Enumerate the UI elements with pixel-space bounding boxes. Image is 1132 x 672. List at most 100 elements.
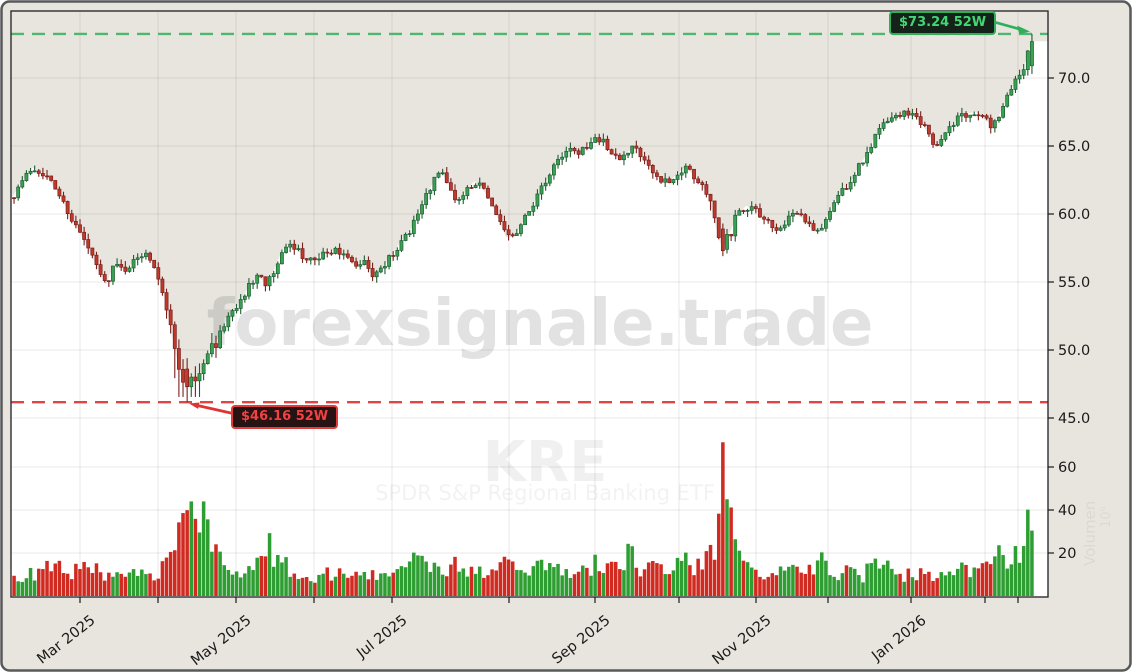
candle-body [894, 115, 898, 119]
volume-bar [898, 573, 902, 596]
candle-body [312, 257, 317, 261]
volume-bar [61, 573, 66, 596]
candle-body [638, 147, 643, 158]
candle-body [791, 212, 795, 217]
candle-body [69, 213, 74, 222]
price-tick-label: 55.0 [1058, 275, 1090, 291]
candle-body [753, 206, 758, 209]
candle-body [226, 315, 231, 328]
volume-bar [1030, 530, 1034, 596]
volume-bar [317, 574, 321, 596]
candle-body [259, 274, 264, 278]
volume-bar [828, 575, 832, 596]
candle-body [304, 258, 309, 261]
volume-bar [461, 568, 466, 596]
candle-body [102, 274, 107, 281]
volume-bar [259, 556, 264, 596]
candle-body [819, 227, 824, 231]
volume-bar [634, 567, 639, 596]
candle-body [345, 253, 350, 258]
volume-axis-unit-watermark: 10⁶ [1099, 506, 1114, 528]
candle-body [28, 170, 33, 174]
volume-bar [304, 577, 309, 596]
volume-bar [341, 573, 346, 596]
volume-bar [642, 569, 647, 596]
candle-body [160, 278, 165, 293]
volume-bar [923, 574, 927, 596]
volume-bar [572, 574, 577, 596]
volume-bar [1017, 562, 1022, 596]
candle-body [383, 266, 387, 269]
candle-body [613, 153, 618, 156]
candle-body [861, 162, 865, 165]
candle-body [362, 260, 367, 266]
volume-bar [449, 564, 453, 596]
symbol-subtitle-watermark: SPDR S&P Regional Banking ETF [375, 481, 715, 505]
volume-bar [754, 569, 758, 596]
volume-bar [782, 570, 787, 596]
candle-body [898, 115, 902, 117]
candle-body [300, 248, 305, 259]
candle-body [605, 138, 610, 150]
candle-body [214, 343, 218, 349]
volume-bar [877, 568, 882, 596]
low-52w-label: $46.16 52W [231, 405, 339, 429]
candle-body [448, 182, 453, 191]
candle-body [576, 150, 581, 155]
candle-body [679, 172, 684, 176]
candle-body [840, 188, 845, 196]
volume-bar [799, 572, 803, 596]
candle-body [650, 164, 655, 174]
price-tick-label: 50.0 [1058, 343, 1090, 359]
site-watermark: forexsignale.trade [207, 287, 874, 361]
candle-body [370, 268, 375, 278]
volume-bar [618, 569, 622, 596]
candle-body [440, 172, 445, 175]
candle-body [329, 252, 334, 255]
volume-bar [543, 570, 548, 596]
volume-bar [45, 560, 49, 596]
candle-body [263, 276, 268, 287]
candle-body [411, 219, 416, 234]
volume-bar [745, 562, 750, 596]
volume-bar [370, 570, 375, 596]
candle-body [477, 182, 482, 186]
candle-body [205, 353, 210, 364]
volume-bar [762, 579, 766, 596]
candle-body [716, 217, 721, 238]
candle-body [642, 156, 647, 161]
candle-body [935, 144, 940, 146]
volume-bar [271, 566, 276, 596]
volume-tick-label: 20 [1058, 546, 1076, 562]
candle-body [453, 189, 457, 201]
volume-bar [53, 563, 58, 596]
candle-body [321, 251, 326, 260]
candle-body [189, 376, 194, 388]
candle-body [601, 138, 606, 143]
volume-bar [580, 565, 585, 596]
volume-bar [609, 561, 614, 596]
candle-body [1030, 41, 1034, 67]
volume-bar [824, 560, 828, 596]
candle-body [115, 264, 119, 267]
volume-bar [960, 562, 964, 596]
volume-bar [535, 560, 540, 596]
candle-body [749, 206, 754, 211]
candle-body [741, 210, 746, 212]
below-price-fill [11, 41, 1048, 598]
volume-bar [482, 577, 486, 596]
volume-bar [111, 576, 115, 596]
candle-body [280, 252, 284, 265]
volume-bar [523, 572, 527, 596]
volume-bar [795, 566, 799, 596]
volume-bar [770, 573, 775, 596]
volume-bar [300, 577, 305, 596]
volume-bar [329, 580, 334, 596]
plot-border [10, 10, 1049, 598]
volume-bar [914, 580, 919, 596]
candle-body [889, 117, 894, 122]
candle-body [815, 229, 820, 232]
volume-bar [725, 499, 729, 596]
